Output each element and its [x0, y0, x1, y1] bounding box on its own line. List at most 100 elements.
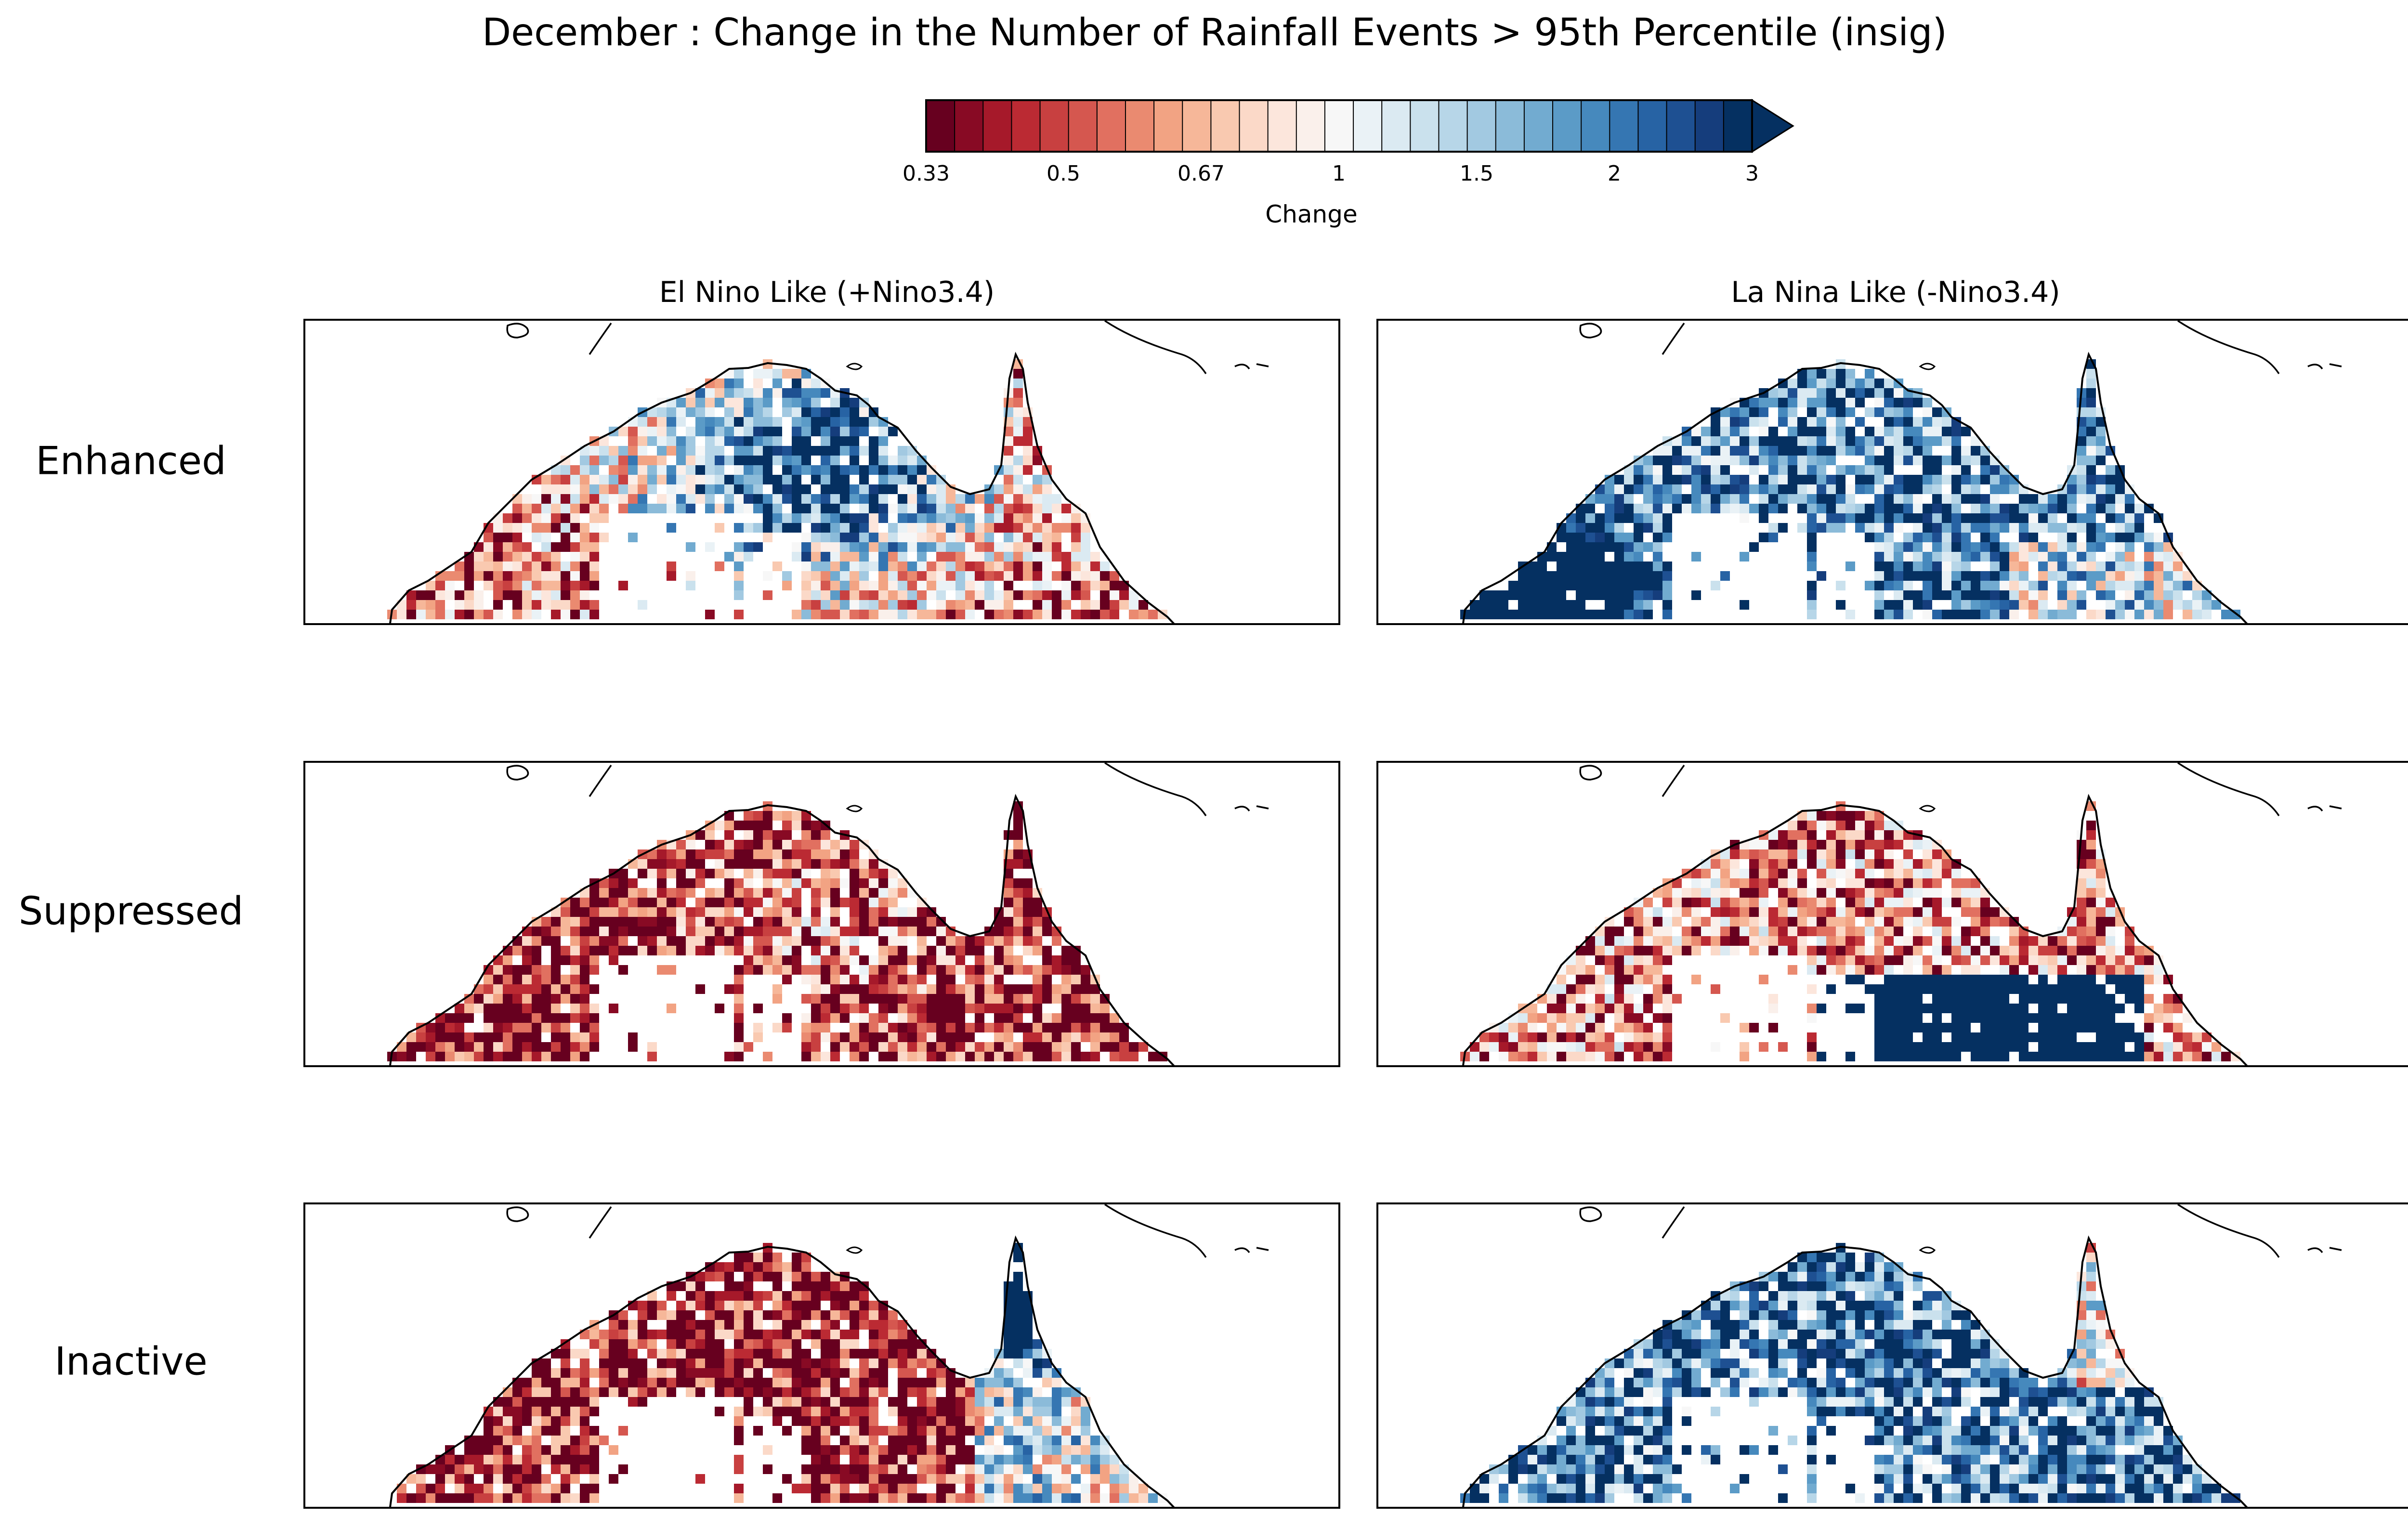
grid-cell	[927, 1013, 936, 1023]
grid-cell	[2028, 523, 2038, 533]
grid-cell	[724, 1378, 734, 1387]
grid-cell	[1013, 1272, 1023, 1281]
grid-cell	[782, 878, 792, 888]
grid-cell	[869, 1301, 878, 1310]
grid-cell	[1720, 571, 1730, 581]
grid-cell	[1013, 830, 1023, 840]
grid-cell	[2000, 484, 2009, 494]
grid-cell	[1961, 1032, 1971, 1042]
grid-cell	[1768, 1023, 1778, 1032]
grid-cell	[946, 1426, 955, 1436]
grid-cell	[753, 946, 763, 955]
grid-cell	[695, 417, 705, 427]
grid-cell	[1759, 936, 1768, 946]
grid-cell	[898, 946, 907, 955]
grid-cell	[1720, 849, 1730, 859]
grid-cell	[1052, 533, 1061, 542]
grid-cell	[907, 984, 917, 994]
grid-cell	[561, 523, 570, 533]
grid-cell	[1662, 936, 1672, 946]
grid-cell	[1528, 1023, 1537, 1032]
grid-cell	[955, 984, 965, 994]
grid-cell	[1004, 1042, 1013, 1052]
grid-cell	[907, 1445, 917, 1455]
grid-cell	[1894, 898, 1903, 907]
grid-cell	[772, 907, 782, 917]
grid-cell	[917, 936, 927, 946]
grid-cell	[850, 1436, 859, 1445]
grid-cell	[1845, 562, 1855, 571]
grid-cell	[1624, 494, 1634, 504]
grid-cell	[474, 1445, 484, 1455]
column-title-el-nino: El Nino Like (+Nino3.4)	[659, 275, 995, 309]
grid-cell	[1042, 513, 1052, 523]
grid-cell	[1052, 984, 1061, 994]
grid-cell	[811, 1004, 821, 1013]
grid-cell	[878, 946, 888, 955]
grid-cell	[859, 1436, 869, 1445]
grid-cell	[599, 456, 609, 465]
grid-cell	[1071, 1023, 1081, 1032]
grid-cell	[811, 994, 821, 1004]
grid-cell	[724, 1052, 734, 1061]
grid-cell	[869, 436, 878, 446]
grid-cell	[1874, 1032, 1884, 1042]
grid-cell	[2183, 610, 2192, 619]
grid-cell	[1071, 1387, 1081, 1397]
grid-cell	[2163, 590, 2173, 600]
grid-cell	[1634, 571, 1643, 581]
grid-cell	[724, 1291, 734, 1301]
grid-cell	[792, 1378, 801, 1387]
grid-cell	[522, 965, 532, 975]
grid-cell	[859, 869, 869, 878]
grid-cell	[2019, 552, 2028, 562]
grid-cell	[888, 1349, 898, 1358]
grid-cell	[541, 1397, 551, 1407]
grid-cell	[1110, 590, 1119, 600]
grid-cell	[1071, 955, 1081, 965]
grid-cell	[811, 398, 821, 407]
grid-cell	[1634, 927, 1643, 936]
grid-cell	[2086, 1042, 2096, 1052]
grid-cell	[724, 1301, 734, 1310]
grid-cell	[1004, 542, 1013, 552]
grid-cell	[878, 1349, 888, 1358]
grid-cell	[1951, 984, 1961, 994]
grid-cell	[667, 446, 676, 456]
grid-cell	[878, 504, 888, 513]
grid-cell	[1807, 417, 1817, 427]
grid-cell	[599, 1378, 609, 1387]
grid-cell	[850, 1310, 859, 1320]
grid-cell	[580, 475, 589, 484]
grid-cell	[782, 1397, 792, 1407]
grid-cell	[599, 484, 609, 494]
grid-cell	[917, 1455, 927, 1464]
grid-cell	[2077, 513, 2086, 523]
grid-cell	[1894, 1052, 1903, 1061]
grid-cell	[1759, 513, 1768, 523]
grid-cell	[782, 869, 792, 878]
grid-cell	[878, 1004, 888, 1013]
grid-cell	[1788, 907, 1797, 917]
grid-cell	[1903, 965, 1913, 975]
grid-cell	[821, 475, 830, 484]
grid-cell	[493, 1436, 503, 1445]
grid-cell	[1894, 888, 1903, 898]
grid-cell	[1826, 513, 1836, 523]
grid-cell	[1033, 533, 1042, 542]
grid-cell	[455, 562, 464, 571]
grid-cell	[2115, 504, 2125, 513]
grid-cell	[1894, 484, 1903, 494]
grid-cell	[907, 465, 917, 475]
grid-cell	[503, 975, 512, 984]
grid-cell	[763, 898, 772, 907]
grid-cell	[1797, 398, 1807, 407]
grid-cell	[744, 504, 753, 513]
grid-cell	[1797, 917, 1807, 927]
grid-cell	[541, 581, 551, 590]
grid-cell	[878, 1013, 888, 1023]
grid-cell	[561, 484, 570, 494]
grid-cell	[782, 1426, 792, 1436]
grid-cell	[763, 869, 772, 878]
grid-cell	[2000, 907, 2009, 917]
